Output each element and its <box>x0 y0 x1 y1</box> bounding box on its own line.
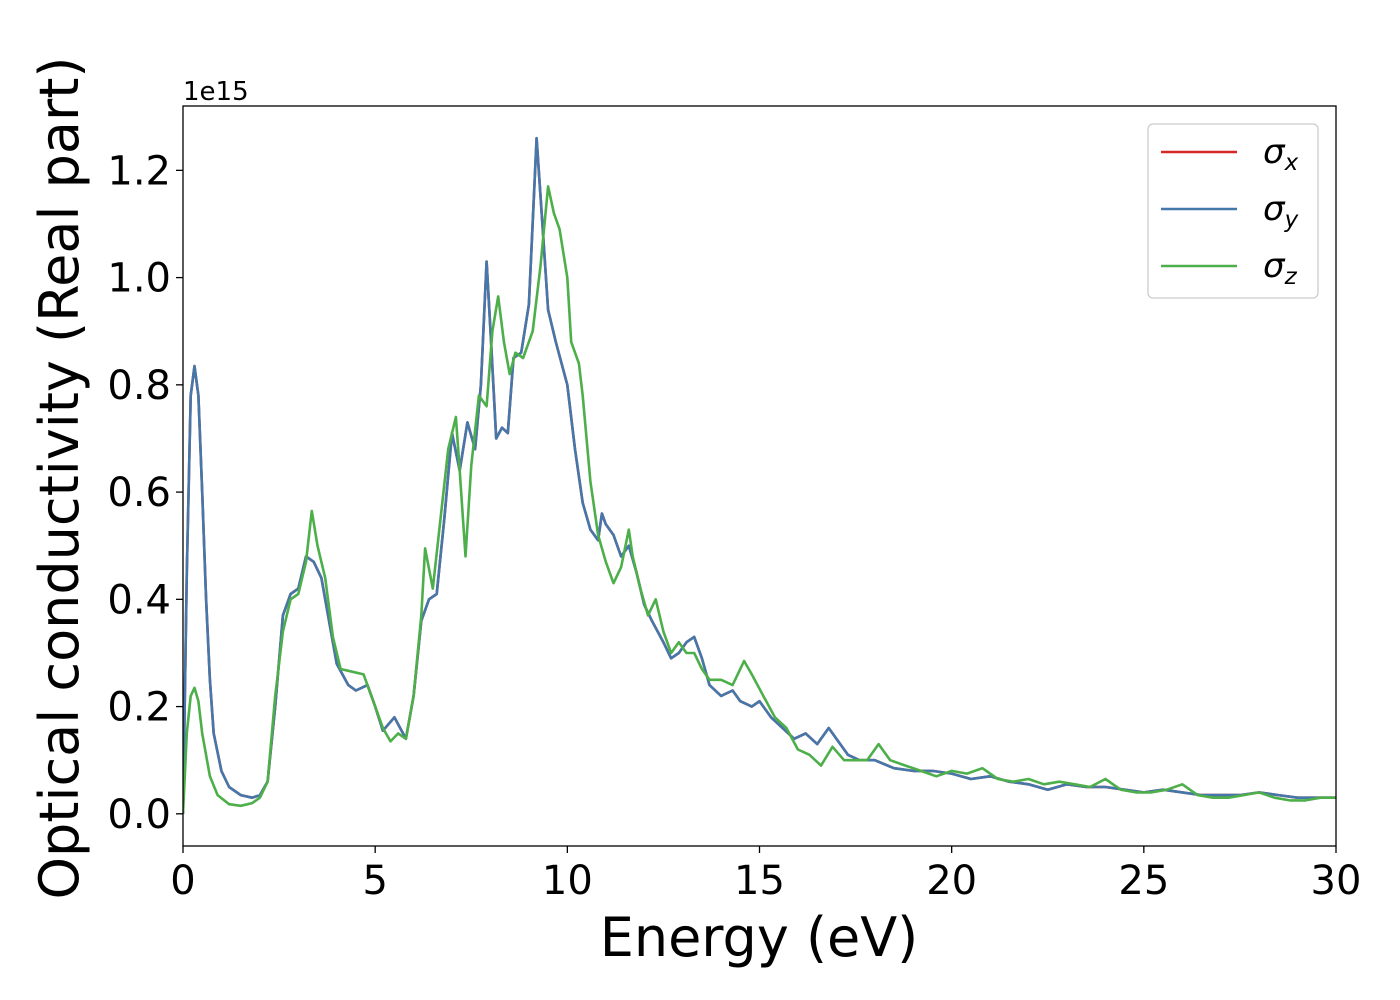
plot-layer <box>183 136 1336 814</box>
x-tick-label: 15 <box>734 858 785 904</box>
x-tick-label: 0 <box>170 858 195 904</box>
y-tick-label: 1.0 <box>107 256 171 302</box>
series-line-z <box>183 185 1336 814</box>
y-tick-label: 0.8 <box>107 363 171 409</box>
x-axis-label: Energy (eV) <box>600 906 919 969</box>
y-tick-label: 0.4 <box>107 577 171 623</box>
y-axis-label: Optical conductivity (Real part) <box>28 57 91 900</box>
y-tick-label: 0.0 <box>107 792 171 838</box>
x-tick-label: 25 <box>1118 858 1169 904</box>
x-tick-label: 20 <box>926 858 977 904</box>
legend-box <box>1147 123 1319 299</box>
x-tick-label: 10 <box>542 858 593 904</box>
y-tick-label: 0.2 <box>107 685 171 731</box>
x-tick-label: 5 <box>362 858 387 904</box>
y-tick-label: 1.2 <box>107 148 171 194</box>
y-offset-text: 1e15 <box>183 77 249 107</box>
x-tick-label: 30 <box>1311 858 1362 904</box>
legend-label-z: σz <box>1263 246 1298 290</box>
legend-label-y: σy <box>1263 189 1299 233</box>
legend-label-x: σx <box>1263 132 1299 176</box>
y-tick-label: 0.6 <box>107 470 171 516</box>
axes-layer: 0 5 10 15 20 25 30 0.0 0.2 0.4 0.6 0.8 1.0 1.2 <box>107 105 1362 904</box>
legend: σx σy σz <box>1147 123 1319 299</box>
